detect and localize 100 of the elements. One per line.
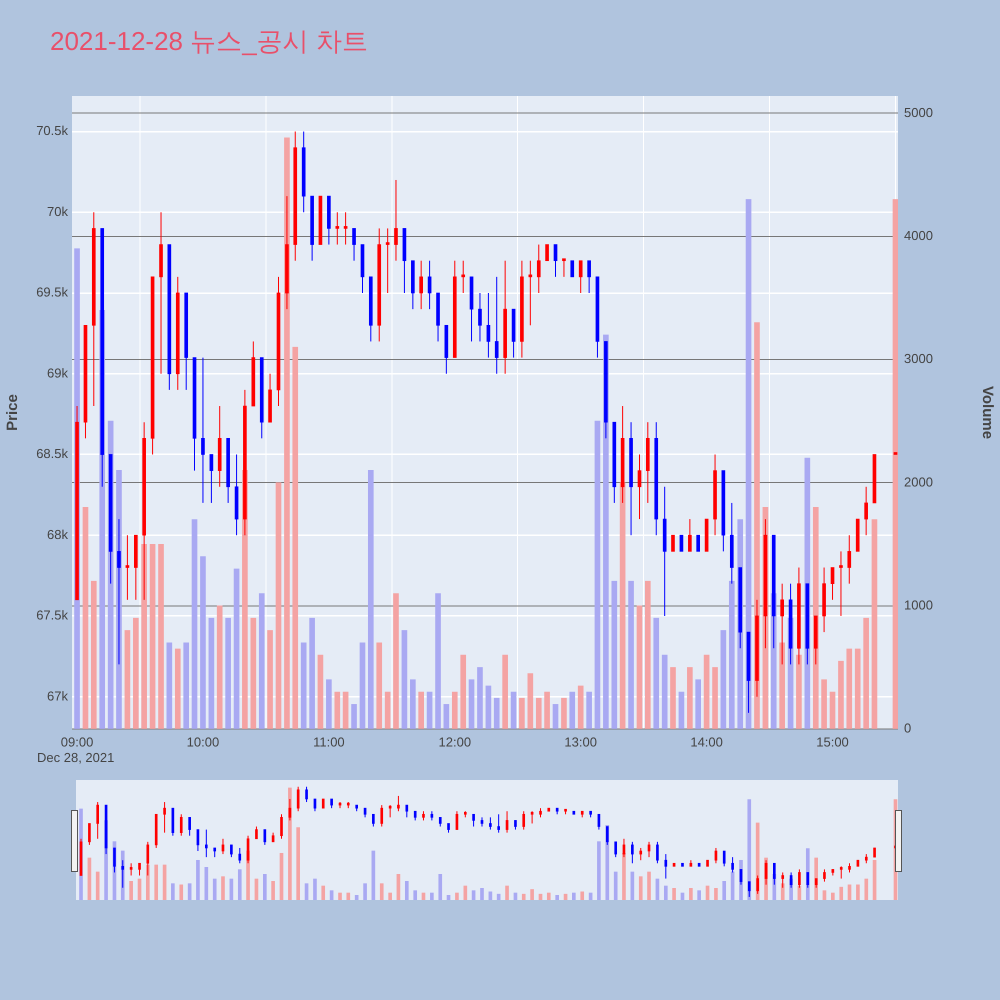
candlestick — [856, 518, 860, 552]
bar — [351, 704, 357, 729]
y-tick-label: 68k — [47, 526, 68, 542]
bar — [158, 544, 164, 729]
bar — [342, 692, 348, 729]
bar — [796, 654, 802, 729]
bar — [830, 692, 836, 729]
text: Dec 28, 2021 — [37, 750, 114, 765]
bar — [292, 346, 298, 729]
bar — [892, 199, 898, 729]
y2-tick-label: 5000 — [904, 104, 933, 120]
bar — [318, 654, 324, 729]
bar — [872, 519, 878, 729]
candlestick — [696, 534, 700, 552]
bar — [662, 654, 668, 729]
bar — [704, 654, 710, 729]
bar — [376, 642, 382, 729]
bar — [200, 556, 206, 729]
y2-tick-label: 4000 — [904, 228, 933, 243]
bar — [477, 667, 483, 729]
bar — [838, 660, 844, 729]
y2-tick-label: 0 — [904, 720, 912, 736]
bar — [174, 648, 181, 729]
bar — [284, 138, 290, 729]
bar — [334, 692, 340, 729]
bar — [569, 692, 576, 729]
bar — [192, 519, 198, 729]
bar — [611, 580, 618, 729]
bar — [779, 642, 785, 729]
bar — [594, 420, 600, 729]
candlestick — [839, 550, 843, 616]
x-tick-label: 13:00 — [564, 734, 597, 750]
bar — [552, 704, 558, 729]
bar — [82, 506, 88, 729]
bar — [133, 618, 139, 729]
bar — [670, 667, 676, 729]
bar — [712, 667, 718, 729]
bar — [216, 606, 223, 729]
y2-tick-label: 2000 — [904, 474, 933, 490]
bar — [276, 482, 282, 729]
y-tick-label: 68.5k — [36, 446, 68, 462]
bar — [502, 654, 508, 729]
bar — [300, 642, 307, 729]
bar — [234, 568, 240, 729]
candlestick — [671, 534, 675, 552]
bar — [486, 686, 492, 729]
bar — [250, 618, 256, 729]
bar — [519, 698, 525, 729]
chart-title: 2021-12-28 뉴스_공시 차트 — [50, 25, 368, 58]
bar — [653, 618, 660, 729]
bar — [678, 692, 684, 729]
bar — [402, 630, 408, 729]
bar — [267, 630, 273, 729]
bar — [510, 692, 516, 729]
bar — [854, 648, 861, 729]
bar — [124, 630, 130, 729]
bar — [208, 618, 214, 729]
bar — [368, 470, 374, 729]
bar — [435, 593, 441, 729]
y-tick-label: 67k — [47, 688, 68, 704]
bar — [628, 580, 634, 729]
bar — [452, 692, 458, 729]
candlestick — [545, 244, 549, 262]
bar — [90, 580, 97, 729]
bar — [258, 593, 265, 729]
bar — [528, 673, 534, 729]
x-tick-label: 14:00 — [690, 734, 723, 750]
y2-tick-label: 1000 — [904, 597, 933, 612]
bar — [544, 692, 550, 729]
y-tick-label: 69.5k — [36, 284, 68, 300]
bar — [695, 679, 702, 729]
bar — [468, 679, 474, 729]
x-tick-label: 11:00 — [313, 734, 345, 750]
x-tick-label: 09:00 — [60, 734, 94, 750]
y2-tick-label: 3000 — [904, 351, 933, 366]
bar — [166, 642, 172, 729]
bar — [863, 618, 869, 729]
bar — [418, 692, 424, 729]
bar — [720, 630, 726, 729]
bar — [746, 199, 752, 729]
bar — [141, 544, 147, 729]
candlestick — [570, 260, 574, 278]
bar — [460, 654, 466, 729]
bar — [728, 580, 735, 729]
y-axis-title: Price — [4, 394, 22, 431]
y-tick-label: 69k — [47, 365, 68, 380]
bar — [326, 679, 332, 729]
x-tick-label: 12:00 — [438, 734, 472, 750]
bar — [444, 704, 450, 729]
x-tick-label: 10:00 — [186, 734, 220, 750]
bar — [644, 580, 651, 729]
bar — [687, 667, 693, 729]
bar — [821, 679, 827, 729]
bar — [426, 692, 432, 729]
bar — [561, 698, 567, 729]
bar — [384, 692, 390, 729]
bar — [183, 642, 190, 729]
bar — [150, 544, 156, 729]
y-tick-label: 67.5k — [36, 608, 68, 623]
x-tick-label: 15:00 — [816, 734, 849, 750]
